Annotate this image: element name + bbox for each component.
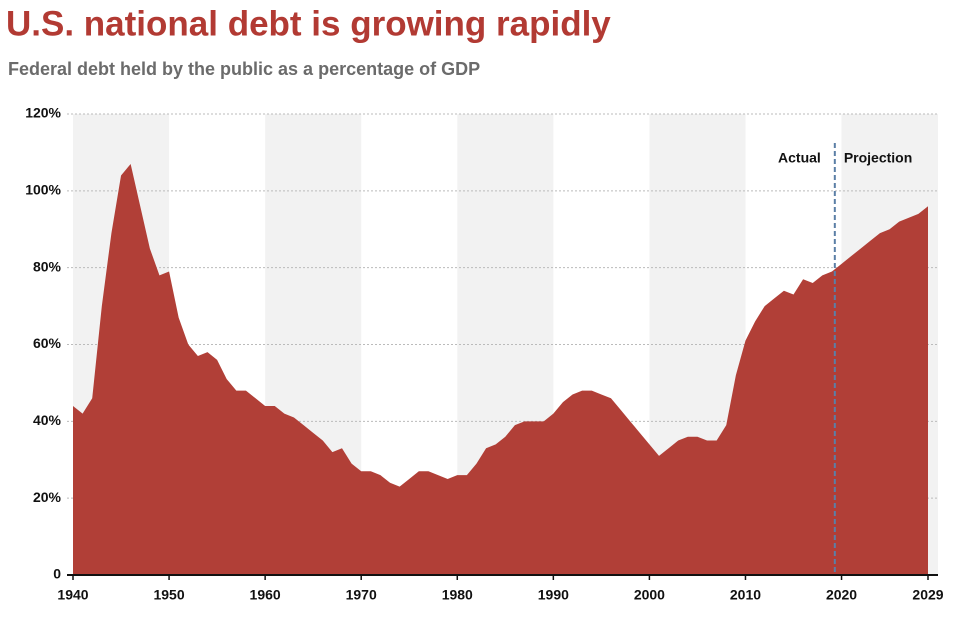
- x-tick-label: 1990: [538, 587, 569, 603]
- y-tick-label: 120%: [25, 105, 61, 121]
- x-tick-label: 1970: [346, 587, 377, 603]
- x-tick-label: 1960: [250, 587, 281, 603]
- y-tick-label: 60%: [33, 335, 62, 351]
- x-tick-label: 1980: [442, 587, 473, 603]
- chart-subtitle: Federal debt held by the public as a per…: [8, 59, 480, 79]
- annotation: Projection: [844, 150, 912, 166]
- y-tick-label: 80%: [33, 258, 62, 274]
- debt-area: [73, 163, 928, 576]
- annotation: Actual: [778, 150, 821, 166]
- x-tick-label: 1940: [57, 587, 88, 603]
- x-tick-label: 1950: [153, 587, 184, 603]
- x-tick-label: 2010: [730, 587, 761, 603]
- chart-title: U.S. national debt is growing rapidly: [6, 4, 611, 43]
- x-tick-label: 2000: [634, 587, 665, 603]
- y-tick-label: 20%: [33, 489, 62, 505]
- y-tick-label: 40%: [33, 412, 62, 428]
- y-tick-label: 100%: [25, 182, 61, 198]
- x-tick-label: 2020: [826, 587, 857, 603]
- x-tick-label: 2029: [912, 587, 943, 603]
- y-tick-label: 0: [53, 566, 61, 582]
